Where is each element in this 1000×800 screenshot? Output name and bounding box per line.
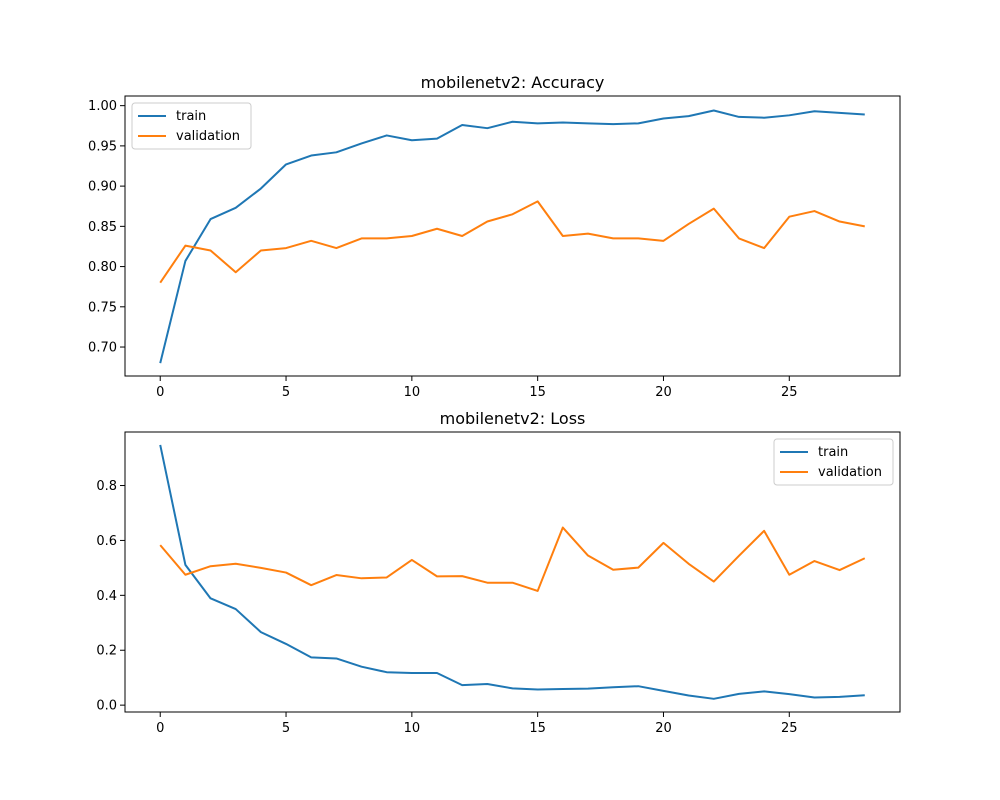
loss-x-tick-label: 10 [404,721,421,736]
accuracy-legend: train validation [131,102,252,150]
loss-y-tick-label: 0.4 [96,589,117,604]
loss-y-tick-label: 0.0 [96,699,117,714]
accuracy-series-validation-line [159,200,865,284]
loss-x-ticks: 0 5 10 15 20 25 [156,712,798,736]
accuracy-x-tick-label: 25 [781,385,798,400]
accuracy-x-ticks: 0 5 10 15 20 25 [156,376,798,400]
loss-legend-train-label: train [818,445,848,460]
loss-y-tick-label: 0.6 [96,534,117,549]
loss-series-validation-line [159,526,866,592]
accuracy-y-tick-label: 0.75 [88,300,117,315]
loss-series-layer [159,444,866,700]
accuracy-y-tick-label: 0.90 [88,180,117,195]
accuracy-legend-validation-label: validation [176,129,240,144]
accuracy-legend-train-label: train [176,109,206,124]
accuracy-y-ticks: 0.70 0.75 0.80 0.85 0.90 0.95 1.00 [88,99,125,356]
loss-x-tick-label: 15 [529,721,546,736]
loss-x-tick-label: 20 [655,721,672,736]
loss-axes-frame [124,431,901,713]
accuracy-legend-box [131,102,252,150]
accuracy-axes-frame [124,95,901,377]
accuracy-y-tick-label: 0.80 [88,260,117,275]
loss-x-tick-label: 0 [156,721,164,736]
accuracy-chart-title: mobilenetv2: Accuracy [421,73,605,92]
loss-legend-validation-label: validation [818,465,882,480]
loss-x-tick-label: 5 [282,721,290,736]
loss-subplot: mobilenetv2: Loss 0 5 10 15 20 25 0.00.20.40.… [96,409,901,736]
accuracy-subplot: mobilenetv2: Accuracy 0 5 10 15 20 25 0.700.7… [88,73,901,400]
loss-legend-box [773,438,894,486]
accuracy-x-tick-label: 0 [156,385,164,400]
accuracy-x-tick-label: 10 [404,385,421,400]
accuracy-x-tick-label: 15 [529,385,546,400]
loss-series-train-line [159,444,865,700]
accuracy-y-tick-label: 1.00 [88,99,117,114]
accuracy-series-train-line [159,109,865,364]
accuracy-series-layer [159,109,865,364]
accuracy-y-tick-label: 0.85 [88,220,117,235]
loss-y-ticks: 0.0 0.2 0.4 0.6 0.8 [96,479,125,714]
loss-legend: train validation [773,438,894,486]
loss-chart-title: mobilenetv2: Loss [440,409,586,428]
loss-y-tick-label: 0.2 [96,644,117,659]
loss-y-tick-label: 0.8 [96,479,117,494]
accuracy-x-tick-label: 5 [282,385,290,400]
accuracy-x-tick-label: 20 [655,385,672,400]
accuracy-y-tick-label: 0.95 [88,139,117,154]
accuracy-y-tick-label: 0.70 [88,341,117,356]
loss-x-tick-label: 25 [781,721,798,736]
